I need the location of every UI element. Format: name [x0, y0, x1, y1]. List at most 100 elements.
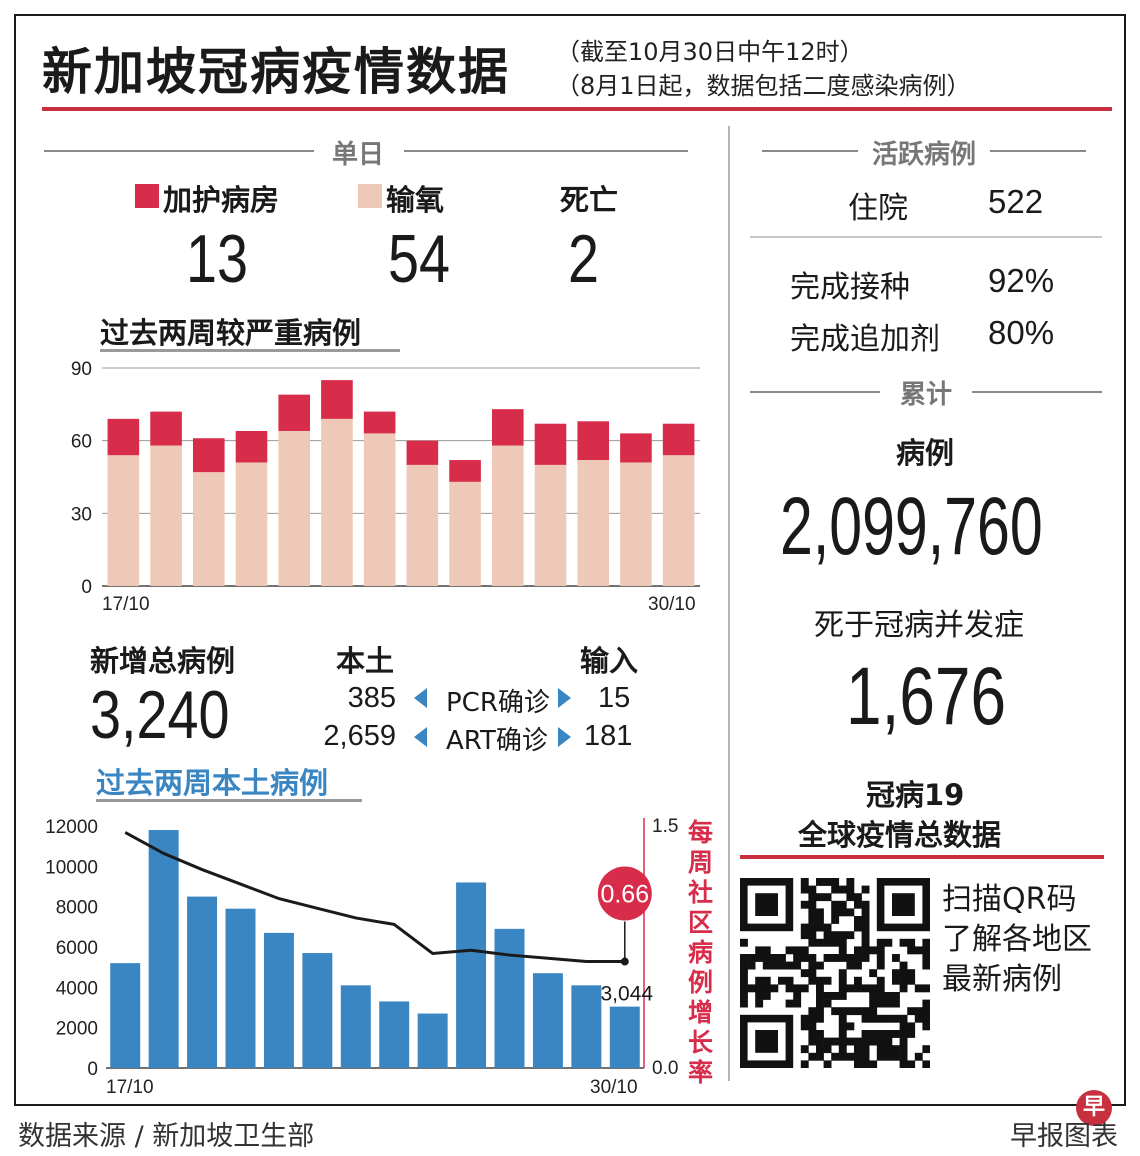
severe-bar-segment: [620, 462, 652, 586]
local-cases-chart: 0 2000 4000 6000 8000 10000 12000 0.0 1.5 0.66 3,…: [45, 816, 678, 1098]
qr-module: [922, 1014, 931, 1023]
severe-bar-segment: [107, 455, 140, 586]
qr-module: [899, 1052, 908, 1061]
qr-module: [747, 984, 756, 993]
qr-line3: 最新病例: [942, 962, 1062, 997]
growth-rate-line: [124, 831, 625, 964]
qr-line1: 扫描QR码: [942, 882, 1077, 917]
qr-module: [846, 1007, 855, 1016]
severe-cases-chart: 0 30 60 90 17/10 30/10: [71, 359, 700, 615]
qr-module: [808, 923, 817, 932]
qr-module: [892, 1014, 900, 1023]
qr-module: [922, 1045, 931, 1054]
qr-module: [838, 900, 847, 909]
qr-module: [846, 1022, 855, 1031]
cumulative-cases-label: 病例: [896, 436, 955, 470]
vaccinated-value: 92%: [988, 262, 1055, 299]
qr-module: [755, 946, 764, 955]
growth-rate-endpoint: [620, 957, 629, 966]
qr-module: [838, 1014, 847, 1023]
qr-module: [740, 999, 748, 1008]
severe-bar-segment: [662, 455, 695, 586]
qr-module: [922, 954, 931, 962]
severe-y-tick: 30: [71, 504, 92, 525]
qr-module: [854, 1007, 862, 1016]
qr-module: [861, 954, 870, 962]
qr-module: [869, 1007, 878, 1016]
qr-module: [876, 984, 885, 993]
qr-module: [907, 1022, 916, 1031]
severe-bar-segment: [278, 394, 311, 431]
booster-value: 80%: [988, 314, 1055, 351]
qr-module: [816, 992, 824, 1000]
qr-module: [876, 999, 885, 1008]
qr-module: [800, 900, 809, 909]
growth-rate-axis-label: 每周社区病例增长率: [688, 818, 714, 1087]
qr-module: [770, 954, 779, 962]
section-rule-right: [404, 150, 688, 152]
qr-module: [899, 1014, 908, 1023]
local-y-tick: 0: [87, 1059, 98, 1080]
qr-module: [800, 1060, 809, 1069]
qr-module: [762, 984, 771, 993]
last-value-label: 3,044: [601, 983, 654, 1006]
qr-module: [838, 954, 847, 962]
qr-module: [876, 1045, 885, 1054]
qr-module: [785, 976, 794, 985]
qr-module: [907, 946, 916, 955]
qr-module: [793, 946, 802, 955]
qr-module: [876, 976, 885, 985]
qr-module: [892, 954, 900, 962]
local-case-bar: [187, 896, 218, 1068]
qr-module: [823, 923, 832, 932]
qr-module: [914, 946, 923, 955]
qr-module: [808, 900, 817, 909]
right-y-tick: 0.0: [652, 1058, 678, 1079]
qr-module: [869, 969, 878, 978]
qr-module: [861, 1030, 870, 1038]
qr-module: [861, 885, 870, 894]
qr-module: [747, 961, 756, 970]
qr-module: [907, 976, 916, 985]
qr-module: [884, 938, 893, 947]
qr-module: [854, 976, 862, 985]
qr-module: [823, 1060, 832, 1069]
arrow-right-icon: [558, 727, 571, 747]
severe-bar-segment: [449, 481, 481, 586]
qr-module: [740, 938, 748, 947]
section-rule-left: [44, 150, 314, 152]
zaobao-logo: 早: [1076, 1090, 1112, 1126]
severe-bar-segment: [491, 445, 524, 586]
death-label: 死亡: [560, 183, 619, 217]
qr-module: [838, 984, 847, 993]
severe-chart-title-underline: [100, 349, 400, 352]
qr-module: [854, 923, 862, 932]
qr-module: [793, 999, 802, 1008]
qr-module: [823, 976, 832, 985]
local-case-bar: [609, 1006, 640, 1068]
qr-module: [914, 1052, 923, 1061]
qr-module: [876, 1030, 885, 1038]
severe-y-tick: 90: [71, 359, 92, 380]
booster-label: 完成追加剂: [790, 322, 940, 357]
local-x-start: 17/10: [106, 1077, 154, 1098]
qr-module: [816, 908, 824, 917]
qr-module: [869, 984, 878, 993]
severe-bar-segment: [406, 440, 439, 465]
severe-bar-segment: [363, 433, 396, 586]
local-y-tick: 4000: [56, 978, 98, 999]
qr-module: [869, 992, 878, 1000]
qr-module: [816, 999, 824, 1008]
qr-module: [800, 954, 809, 962]
qr-module: [778, 976, 786, 985]
qr-module: [808, 969, 817, 978]
qr-module: [831, 885, 840, 894]
global-underline: [740, 855, 1104, 859]
qr-module: [907, 1060, 916, 1069]
qr-module: [846, 885, 855, 894]
qr-module: [816, 1007, 824, 1016]
qr-module: [808, 1014, 817, 1023]
qr-module: [816, 961, 824, 970]
qr-code[interactable]: [740, 878, 931, 1069]
qr-module: [800, 885, 809, 894]
